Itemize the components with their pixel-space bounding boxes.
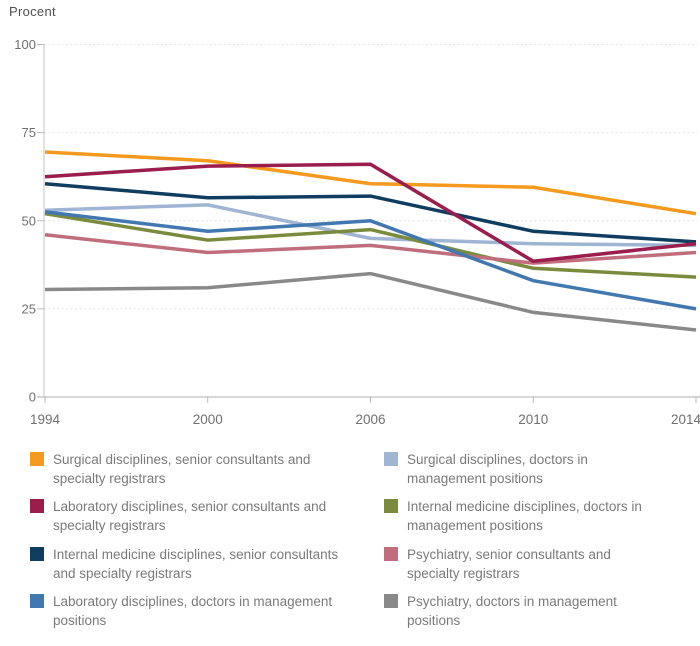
legend-swatch-internal-senior [30,546,44,561]
legend-swatch-laboratory-senior [30,499,44,514]
x-tick-label: 2010 [518,412,548,427]
y-tick-label: 100 [14,37,36,52]
legend-label: Psychiatry, senior consultants and speci… [407,546,611,581]
legend-item-psychiatry-senior: Psychiatry, senior consultants and speci… [384,545,698,583]
series-line-psychiatry-senior [44,233,697,265]
legend-label: Laboratory disciplines, senior consultan… [53,499,327,534]
legend-swatch-internal-mgmt [384,499,398,514]
legend-swatch-surgical-mgmt [384,452,398,466]
line-chart: 0 25 50 75 100 1994 2000 2006 2010 2014 [14,37,700,427]
legend-swatch-laboratory-mgmt [30,593,44,608]
x-tick-label: 2006 [355,412,385,427]
legend-column-right: Surgical disciplines, doctors in managem… [384,450,698,639]
legend-item-internal-senior: Internal medicine disciplines, senior co… [30,545,384,583]
series-line-internal-mgmt [44,211,697,279]
series-line-internal-senior [44,181,697,244]
x-tick-label: 1994 [30,412,61,427]
legend-swatch-psychiatry-mgmt [384,593,398,608]
x-tick-label: 2014 [671,412,700,427]
y-tick-label: 25 [22,301,36,316]
y-tick-label: 50 [22,213,36,228]
series-line-psychiatry-mgmt [44,271,697,332]
chart-legend: Surgical disciplines, senior consultants… [30,450,698,639]
legend-label: Laboratory disciplines, doctors in manag… [53,593,333,629]
y-tick-label: 75 [22,125,36,140]
legend-item-psychiatry-mgmt: Psychiatry, doctors in management positi… [384,592,698,630]
y-tick-label: 0 [29,390,36,405]
legend-label: Surgical disciplines, senior consultants… [53,452,311,487]
legend-swatch-psychiatry-senior [384,546,398,561]
legend-item-laboratory-mgmt: Laboratory disciplines, doctors in manag… [30,592,384,630]
x-tick-label: 2000 [193,412,223,427]
series-line-laboratory-mgmt [44,210,697,311]
legend-item-surgical-senior: Surgical disciplines, senior consultants… [30,450,384,488]
legend-label: Surgical disciplines, doctors in managem… [407,452,588,487]
legend-swatch-surgical-senior [30,452,44,466]
legend-label: Psychiatry, doctors in management positi… [407,593,617,629]
series-line-laboratory-senior [44,162,697,264]
y-axis-title: Procent [9,4,56,19]
legend-item-laboratory-senior: Laboratory disciplines, senior consultan… [30,497,384,535]
legend-item-internal-mgmt: Internal medicine disciplines, doctors i… [384,497,698,535]
series-line-surgical-senior [44,150,697,216]
legend-label: Internal medicine disciplines, senior co… [53,546,339,581]
series-line-surgical-mgmt [44,203,697,248]
legend-label: Internal medicine disciplines, doctors i… [407,499,642,534]
legend-column-left: Surgical disciplines, senior consultants… [30,450,384,639]
legend-item-surgical-mgmt: Surgical disciplines, doctors in managem… [384,450,698,488]
